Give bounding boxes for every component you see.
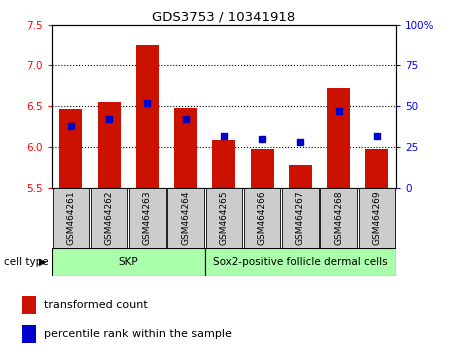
Text: ▶: ▶ [39, 257, 46, 267]
Bar [91, 188, 127, 248]
Text: Sox2-positive follicle dermal cells: Sox2-positive follicle dermal cells [213, 257, 388, 267]
Bar [59, 109, 82, 188]
Bar [251, 149, 274, 188]
Bar [98, 102, 121, 188]
Text: percentile rank within the sample: percentile rank within the sample [44, 329, 232, 339]
Point [374, 133, 381, 138]
Text: GSM464262: GSM464262 [104, 190, 113, 245]
Text: GSM464266: GSM464266 [257, 190, 266, 245]
Point [335, 108, 342, 114]
Text: GSM464269: GSM464269 [373, 190, 382, 245]
Bar [174, 108, 197, 188]
Title: GDS3753 / 10341918: GDS3753 / 10341918 [152, 11, 296, 24]
Bar [320, 188, 357, 248]
Point [297, 139, 304, 145]
Point [144, 100, 151, 106]
Bar [282, 188, 319, 248]
Bar [327, 88, 350, 188]
Bar [212, 141, 235, 188]
Point [105, 116, 112, 122]
Text: SKP: SKP [118, 257, 138, 267]
Bar [244, 188, 280, 248]
Bar [22, 296, 36, 314]
Text: GSM464265: GSM464265 [220, 190, 228, 245]
Text: transformed count: transformed count [44, 299, 148, 310]
Bar [129, 188, 166, 248]
Text: GSM464261: GSM464261 [67, 190, 76, 245]
Text: GSM464263: GSM464263 [143, 190, 152, 245]
Bar [365, 149, 388, 188]
Point [68, 123, 75, 129]
Point [220, 133, 227, 138]
Bar [22, 325, 36, 343]
Text: GSM464268: GSM464268 [334, 190, 343, 245]
Bar [52, 248, 205, 276]
Bar [289, 165, 312, 188]
Bar [136, 45, 159, 188]
Text: cell type: cell type [4, 257, 49, 267]
Bar [206, 188, 242, 248]
Text: GSM464267: GSM464267 [296, 190, 305, 245]
Bar [359, 188, 395, 248]
Bar [53, 188, 89, 248]
Bar [167, 188, 204, 248]
Bar [205, 248, 396, 276]
Point [258, 136, 265, 142]
Text: GSM464264: GSM464264 [181, 190, 190, 245]
Point [182, 116, 189, 122]
